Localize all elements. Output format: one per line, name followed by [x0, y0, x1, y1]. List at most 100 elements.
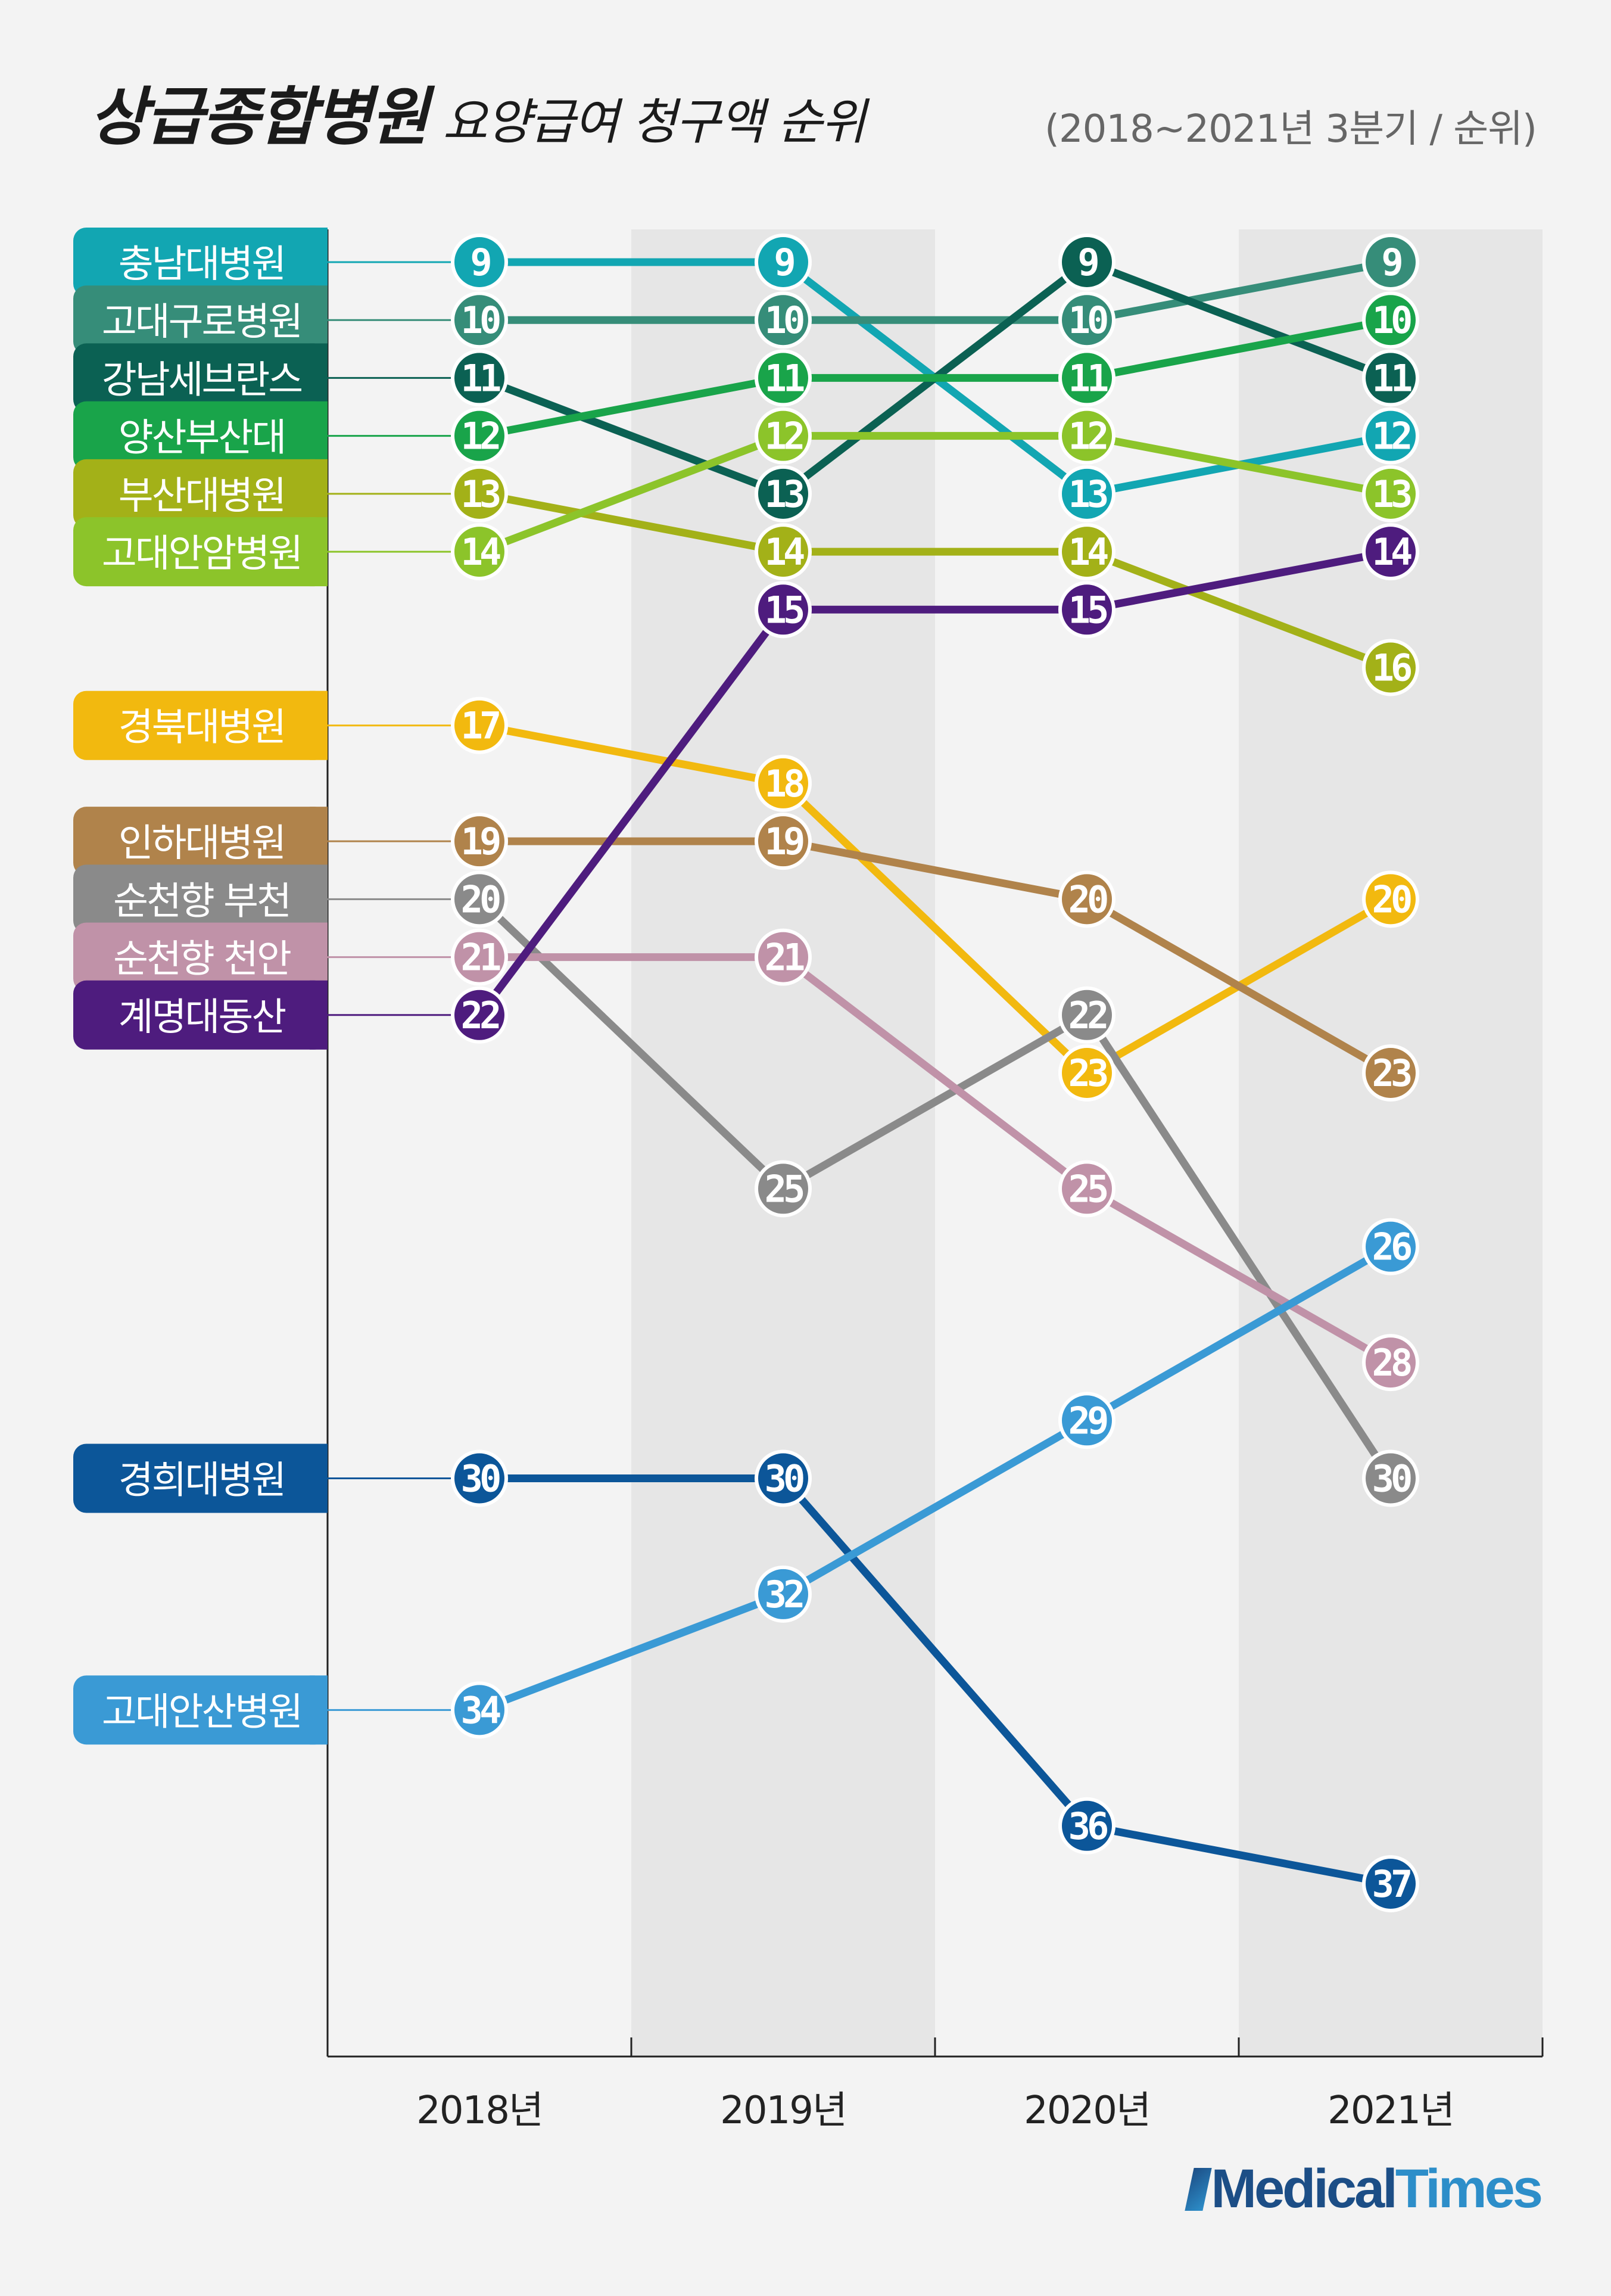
rank-point	[1058, 1160, 1115, 1218]
rank-label: 20	[461, 878, 500, 921]
rank-point	[755, 813, 812, 870]
rank-label: 11	[1372, 356, 1411, 400]
rank-label: 32	[765, 1573, 803, 1616]
legend-label-box-edge	[310, 459, 328, 528]
rank-label: 25	[765, 1167, 803, 1211]
rank-label: 19	[765, 820, 803, 863]
rank-label: 20	[1372, 878, 1411, 921]
rank-label: 13	[1068, 472, 1107, 516]
legend-label: 순천향 천안	[113, 938, 291, 982]
legend-label-box-edge	[310, 401, 328, 471]
rank-label: 17	[461, 704, 499, 748]
rank-point	[755, 1565, 812, 1623]
legend-label-box-edge	[310, 1675, 328, 1745]
legend-label: 경희대병원	[119, 1459, 285, 1503]
rank-point	[1058, 1797, 1115, 1855]
rank-label: 12	[1372, 415, 1410, 458]
rank-label: 25	[1068, 1167, 1107, 1211]
legend-label-box	[73, 922, 328, 992]
rank-label: 13	[461, 472, 500, 516]
rank-point	[1058, 234, 1115, 291]
rank-point	[1058, 349, 1115, 407]
title-main: 상급종합병원	[89, 80, 429, 154]
rank-label: 9	[1077, 241, 1098, 284]
rank-label: 9	[470, 241, 490, 284]
rank-point	[451, 813, 508, 870]
rank-point	[755, 349, 812, 407]
legend-label-box	[73, 517, 328, 587]
legend-label-box	[73, 864, 328, 934]
legend-label: 계명대동산	[119, 995, 286, 1040]
legend-label-box	[73, 285, 328, 355]
rank-point	[755, 291, 812, 349]
rank-label: 22	[1068, 994, 1107, 1037]
rank-label: 14	[1068, 530, 1108, 574]
legend-label-box	[73, 459, 328, 528]
rank-label: 14	[765, 530, 804, 574]
rank-label: 34	[461, 1688, 500, 1732]
rank-point	[1362, 465, 1419, 522]
rank-label: 11	[461, 356, 500, 400]
legend-label-box-edge	[310, 228, 328, 297]
rank-point	[451, 523, 508, 581]
rank-point	[1362, 870, 1419, 928]
rank-label: 9	[774, 241, 794, 284]
legend-label-box-edge	[310, 690, 328, 760]
legend-label: 충남대병원	[119, 242, 285, 287]
legend-label-box-edge	[310, 980, 328, 1050]
title-subtitle: 요양급여 청구액 순위	[443, 94, 866, 151]
rank-point	[451, 465, 508, 522]
rank-label: 28	[1372, 1341, 1411, 1385]
rank-point	[1058, 407, 1115, 465]
rank-point	[1362, 407, 1419, 465]
series-line	[475, 432, 1395, 556]
rank-point	[1058, 1044, 1115, 1102]
series-line	[475, 547, 1395, 1019]
rank-point	[1362, 1218, 1419, 1275]
rank-point	[451, 928, 508, 986]
rank-label: 26	[1372, 1225, 1411, 1269]
legend-label: 고대안암병원	[102, 532, 301, 576]
legend-label-box-edge	[310, 1443, 328, 1513]
legend-label-box-edge	[310, 285, 328, 355]
brand-logo-medical: Medical	[1211, 2158, 1397, 2219]
rank-label: 29	[1068, 1399, 1107, 1442]
rank-point	[755, 465, 812, 522]
rank-point	[451, 234, 508, 291]
rank-label: 36	[1068, 1805, 1107, 1848]
rank-point	[1362, 234, 1419, 291]
x-tick-label: 2020년	[1024, 2089, 1150, 2133]
rank-point	[755, 928, 812, 986]
legend-label-box	[73, 401, 328, 471]
rank-label: 21	[765, 936, 804, 979]
chart-title: 상급종합병원 요양급여 청구액 순위	[89, 66, 866, 157]
rank-point	[1058, 986, 1115, 1044]
rank-label: 20	[1068, 878, 1107, 921]
rank-label: 13	[765, 472, 803, 516]
rank-point	[451, 870, 508, 928]
rank-point	[451, 349, 508, 407]
brand-logo-mark	[1185, 2168, 1212, 2211]
series-line	[475, 953, 1395, 1367]
rank-label: 30	[765, 1457, 803, 1501]
series-line	[475, 316, 1395, 440]
rank-point	[1362, 1449, 1419, 1507]
legend-label: 순천향 부천	[113, 879, 290, 923]
rank-point	[1058, 870, 1115, 928]
rank-point	[451, 1681, 508, 1739]
rank-point	[1058, 1392, 1115, 1449]
legend-label: 양산부산대	[119, 416, 285, 461]
brand-logo-times: Times	[1395, 2158, 1543, 2219]
rank-label: 11	[765, 356, 804, 400]
legend-label-box	[73, 807, 328, 876]
rank-label: 23	[1068, 1051, 1107, 1095]
x-tick-label: 2018년	[416, 2089, 543, 2133]
brand-logo: MedicalTimes	[1185, 2158, 1543, 2219]
rank-point	[1362, 1855, 1419, 1912]
series-line	[475, 490, 1395, 671]
rank-label: 10	[1068, 298, 1107, 342]
rank-label: 22	[461, 994, 499, 1037]
series-line	[475, 1243, 1395, 1714]
legend-label-box-edge	[310, 343, 328, 413]
